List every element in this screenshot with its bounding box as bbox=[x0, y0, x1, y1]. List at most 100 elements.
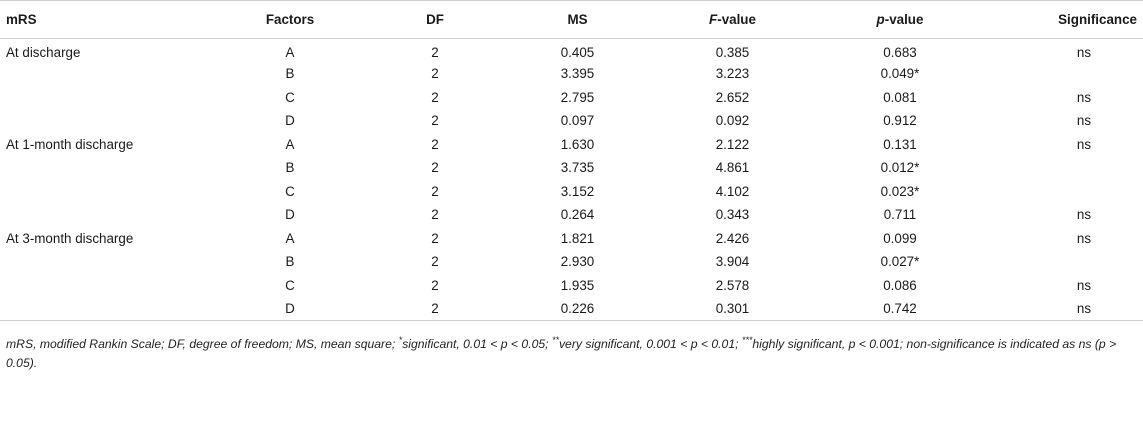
footnote-part3: very significant, 0.001 < p < 0.01; bbox=[558, 337, 742, 351]
table-header: mRS Factors DF MS F-value p-value Signif… bbox=[0, 0, 1143, 39]
table-footnote: mRS, modified Rankin Scale; DF, degree o… bbox=[0, 321, 1143, 373]
cell-f-value: 3.904 bbox=[715, 254, 750, 270]
header-ms: MS bbox=[505, 0, 650, 39]
cell-f-value: 0.385 bbox=[715, 45, 750, 60]
cell-significance: ns bbox=[1076, 89, 1092, 105]
cell-f-value: 0.301 bbox=[650, 297, 815, 321]
table-row: At 1-month discharge A 2 1.630 2.122 0.131 ns bbox=[0, 133, 1143, 157]
cell-significance bbox=[985, 180, 1143, 204]
cell-f-value: 2.578 bbox=[715, 277, 750, 293]
cell-mrs bbox=[0, 274, 215, 298]
cell-factor: A bbox=[285, 136, 295, 152]
header-p-rest: -value bbox=[884, 12, 924, 27]
cell-p-value: 0.683 bbox=[883, 45, 917, 60]
cell-f-value: 2.426 bbox=[715, 230, 750, 246]
cell-df: 2 bbox=[431, 207, 439, 223]
cell-p-value: 0.086 bbox=[883, 277, 917, 293]
footnote-star3: *** bbox=[741, 334, 753, 345]
cell-significance: ns bbox=[1076, 136, 1092, 152]
table-row: At discharge A 2 0.405 0.385 0.683 ns bbox=[0, 39, 1143, 63]
cell-ms: 0.264 bbox=[560, 207, 595, 223]
cell-factor: D bbox=[285, 113, 295, 129]
table-row: C 2 2.795 2.652 0.081 ns bbox=[0, 86, 1143, 110]
cell-p-value: 0.012* bbox=[880, 160, 920, 176]
table-row: D 2 0.097 0.092 0.912 ns bbox=[0, 109, 1143, 133]
cell-ms: 2.795 bbox=[560, 89, 595, 105]
cell-ms: 1.821 bbox=[560, 230, 595, 246]
table-row: B 2 2.930 3.904 0.027* bbox=[0, 250, 1143, 274]
footnote-part4: highly significant, p < 0.001; non-signi… bbox=[6, 337, 1117, 370]
cell-f-value: 0.343 bbox=[715, 207, 750, 223]
footnote-part2: significant, 0.01 < p < 0.05; bbox=[402, 337, 552, 351]
cell-factor: B bbox=[285, 254, 295, 270]
cell-p-value: 0.912 bbox=[883, 113, 917, 129]
cell-mrs: At 3-month discharge bbox=[6, 230, 134, 246]
header-f-value: F-value bbox=[650, 0, 815, 39]
cell-mrs bbox=[0, 297, 215, 321]
cell-df: 2 bbox=[431, 230, 439, 246]
cell-significance bbox=[985, 156, 1143, 180]
header-factors: Factors bbox=[215, 0, 365, 39]
cell-significance: ns bbox=[1076, 277, 1092, 293]
cell-mrs bbox=[0, 62, 215, 86]
cell-factor: D bbox=[215, 297, 365, 321]
cell-significance: ns bbox=[1076, 230, 1092, 246]
cell-significance: ns bbox=[1076, 45, 1092, 60]
cell-significance: ns bbox=[1076, 207, 1092, 223]
cell-factor: C bbox=[285, 183, 295, 199]
cell-mrs bbox=[0, 180, 215, 204]
cell-factor: A bbox=[285, 230, 295, 246]
cell-significance bbox=[985, 250, 1143, 274]
cell-ms: 3.735 bbox=[560, 160, 595, 176]
cell-f-value: 0.092 bbox=[715, 113, 750, 129]
cell-p-value: 0.742 bbox=[815, 297, 985, 321]
cell-factor: D bbox=[285, 207, 295, 223]
table-row: B 2 3.735 4.861 0.012* bbox=[0, 156, 1143, 180]
cell-df: 2 bbox=[365, 297, 505, 321]
cell-factor: A bbox=[285, 45, 295, 60]
cell-p-value: 0.023* bbox=[880, 183, 920, 199]
anova-table: mRS Factors DF MS F-value p-value Signif… bbox=[0, 0, 1143, 321]
header-p-value: p-value bbox=[815, 0, 985, 39]
cell-factor: B bbox=[285, 160, 295, 176]
cell-factor: C bbox=[285, 89, 295, 105]
cell-p-value: 0.131 bbox=[883, 136, 917, 152]
cell-f-value: 3.223 bbox=[715, 66, 750, 82]
table-row: D 2 0.226 0.301 0.742 ns bbox=[0, 297, 1143, 321]
header-df: DF bbox=[365, 0, 505, 39]
cell-mrs: At discharge bbox=[6, 45, 81, 60]
cell-df: 2 bbox=[431, 113, 439, 129]
cell-mrs: At 1-month discharge bbox=[6, 136, 134, 152]
cell-p-value: 0.099 bbox=[883, 230, 917, 246]
cell-factor: C bbox=[285, 277, 295, 293]
header-row: mRS Factors DF MS F-value p-value Signif… bbox=[0, 0, 1143, 39]
table-row: C 2 1.935 2.578 0.086 ns bbox=[0, 274, 1143, 298]
header-f-rest: -value bbox=[717, 12, 756, 27]
cell-ms: 1.630 bbox=[560, 136, 595, 152]
header-mrs: mRS bbox=[0, 0, 215, 39]
table-row: B 2 3.395 3.223 0.049* bbox=[0, 62, 1143, 86]
cell-ms: 3.395 bbox=[560, 66, 595, 82]
cell-p-value: 0.711 bbox=[883, 207, 917, 223]
cell-df: 2 bbox=[431, 183, 439, 199]
cell-mrs bbox=[0, 250, 215, 274]
cell-mrs bbox=[0, 203, 215, 227]
cell-f-value: 4.861 bbox=[715, 160, 750, 176]
cell-ms: 3.152 bbox=[560, 183, 595, 199]
cell-factor: B bbox=[285, 66, 295, 82]
cell-df: 2 bbox=[431, 45, 439, 60]
table-row: C 2 3.152 4.102 0.023* bbox=[0, 180, 1143, 204]
cell-f-value: 4.102 bbox=[715, 183, 750, 199]
footnote-star1: * bbox=[398, 334, 403, 345]
cell-ms: 0.226 bbox=[505, 297, 650, 321]
footnote-part1: mRS, modified Rankin Scale; DF, degree o… bbox=[6, 337, 399, 351]
cell-df: 2 bbox=[431, 254, 439, 270]
cell-f-value: 2.652 bbox=[715, 89, 750, 105]
cell-significance: ns bbox=[985, 297, 1143, 321]
header-f-italic: F bbox=[709, 12, 718, 27]
cell-mrs bbox=[0, 156, 215, 180]
cell-mrs bbox=[0, 109, 215, 133]
cell-ms: 0.097 bbox=[560, 113, 595, 129]
cell-significance: ns bbox=[1076, 113, 1092, 129]
